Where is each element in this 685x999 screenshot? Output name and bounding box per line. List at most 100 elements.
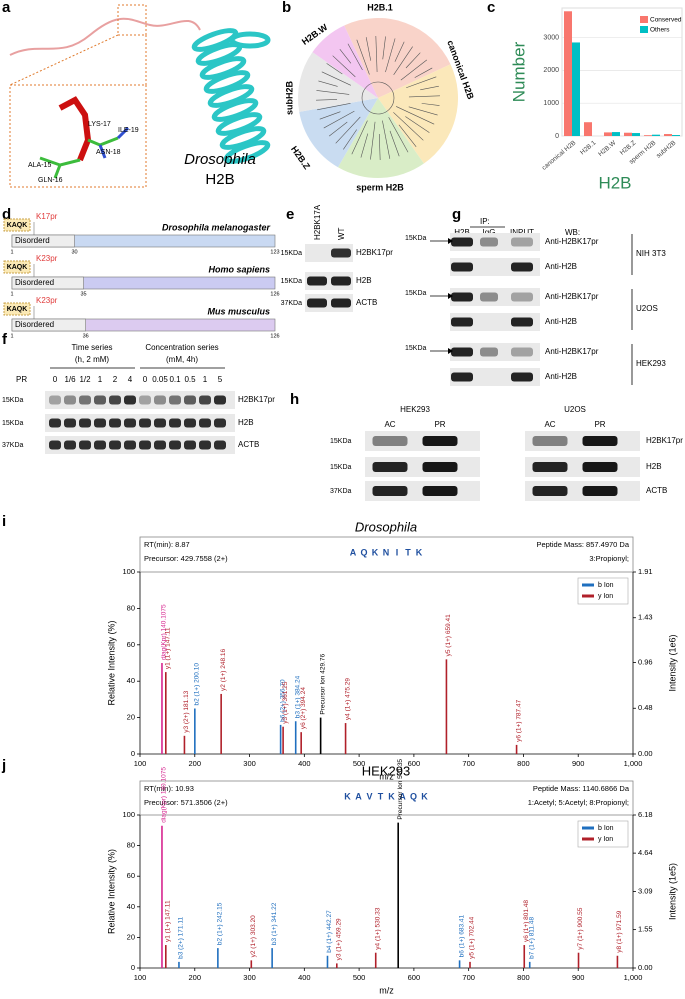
- header-box: [139, 780, 634, 816]
- blot-band: [372, 436, 408, 446]
- peak-label: diag(Kpr) 140.1075: [161, 767, 168, 823]
- tree-branch: [323, 110, 355, 129]
- tree-branch: [321, 71, 351, 86]
- helix-turn: [207, 84, 255, 108]
- blot-band: [511, 317, 533, 327]
- tree-branch: [393, 46, 413, 75]
- bar: [564, 11, 572, 136]
- x-tick-label: 1,000: [624, 973, 643, 982]
- x-tick-label: 500: [353, 759, 366, 768]
- blot-band: [532, 436, 568, 446]
- tree-branch: [398, 124, 417, 148]
- y2-tick-label: 1.55: [638, 925, 653, 934]
- blot-band: [511, 372, 533, 382]
- tree-branch: [375, 36, 378, 73]
- helix-turn: [219, 126, 267, 150]
- position: 123: [270, 249, 279, 255]
- bar: [624, 132, 632, 136]
- motif: KAQK: [7, 306, 28, 313]
- bar: [652, 134, 660, 136]
- x-tick-label: 600: [408, 759, 421, 768]
- x-tick-label: 100: [134, 973, 147, 982]
- x-tick-label: 900: [572, 973, 585, 982]
- x-tick-label: 700: [462, 759, 475, 768]
- bar: [632, 133, 640, 136]
- peptide-mass: Peptide Mass: 1140.6866 Da: [533, 784, 630, 793]
- marker: 15KDa: [2, 420, 24, 427]
- y-tick-label: 1000: [543, 100, 559, 107]
- lane-label: 0.05: [152, 375, 168, 384]
- tree-branch: [316, 99, 338, 101]
- lane-label: 5: [218, 375, 223, 384]
- arrow-head: [448, 348, 453, 354]
- x-tick-label: 400: [298, 973, 311, 982]
- lane-label: PR: [594, 420, 605, 429]
- x-tick-label: 700: [462, 973, 475, 982]
- x-tick-label: 800: [517, 759, 530, 768]
- lane-label: 1: [98, 375, 103, 384]
- residue-label: ALA-15: [28, 162, 51, 169]
- blot-band: [139, 395, 151, 405]
- tree-branch: [370, 121, 376, 160]
- peak-label: y4 (1+) 475.29: [344, 678, 351, 720]
- blot-band: [214, 395, 226, 405]
- bar: [644, 135, 652, 136]
- motif: KAQK: [7, 222, 28, 229]
- y2-tick-label: 1.91: [638, 567, 653, 576]
- zoom-box: [117, 4, 147, 36]
- x-axis-label: m/z: [379, 985, 394, 995]
- y2-tick-label: 0.00: [638, 963, 653, 972]
- tree-branch: [317, 103, 351, 111]
- blot-membrane: [450, 343, 540, 361]
- blot-band: [451, 262, 473, 272]
- peak-label: y5 (1+) 659.41: [445, 614, 452, 656]
- x-tick-label: 600: [408, 973, 421, 982]
- blot-band: [94, 418, 106, 428]
- group-title: Concentration series: [145, 343, 218, 352]
- peptide-mass: Peptide Mass: 857.4970 Da: [536, 540, 629, 549]
- position: 1: [10, 333, 13, 339]
- marker: 37KDa: [2, 442, 24, 449]
- x-axis-label: m/z: [379, 771, 394, 781]
- target: Anti-H2B: [545, 372, 577, 381]
- y-tick-label: 3000: [543, 34, 559, 41]
- peak-label: b3 (1+) 384.24: [294, 675, 301, 718]
- tree-branch: [406, 76, 437, 89]
- panel-label: i: [2, 513, 6, 530]
- panel-label: d: [2, 206, 11, 223]
- marker: 15KDa: [281, 250, 303, 257]
- disordered-region: [11, 234, 75, 248]
- target: H2BK17pr: [646, 436, 683, 445]
- blot-band: [511, 347, 533, 357]
- legend-label: b Ion: [598, 582, 614, 589]
- blot-band: [422, 462, 458, 472]
- peak-label: b4 (1+) 442.27: [326, 910, 333, 953]
- blot-band: [511, 237, 533, 247]
- bar: [612, 132, 620, 136]
- motif-box: [3, 302, 31, 316]
- blot-band: [64, 395, 76, 405]
- y-tick-label: 2000: [543, 67, 559, 74]
- disordered-region: [11, 276, 84, 290]
- blot-band: [184, 395, 196, 405]
- helix-turn: [223, 140, 271, 164]
- clade-label: H2B.1: [367, 2, 393, 12]
- blot-band: [451, 372, 473, 382]
- ip-label: IP:: [480, 217, 490, 226]
- blot-band: [184, 440, 196, 450]
- lane-label: 0: [143, 375, 148, 384]
- motif-box: [3, 260, 31, 274]
- blot-band: [169, 418, 181, 428]
- lane-label: 2: [113, 375, 118, 384]
- peak-label: Precursor Ion 571.35: [397, 759, 404, 820]
- x-tick-label: 300: [243, 759, 256, 768]
- blot-band: [451, 292, 473, 302]
- marker: 37KDa: [330, 488, 352, 495]
- tree-branch: [347, 43, 363, 71]
- wb-label: WB:: [565, 228, 580, 237]
- cell-line: NIH 3T3: [636, 249, 666, 258]
- blot-band: [94, 395, 106, 405]
- tree-branch: [395, 106, 435, 125]
- y-tick-label: 80: [127, 603, 135, 612]
- tree-branch: [365, 37, 372, 61]
